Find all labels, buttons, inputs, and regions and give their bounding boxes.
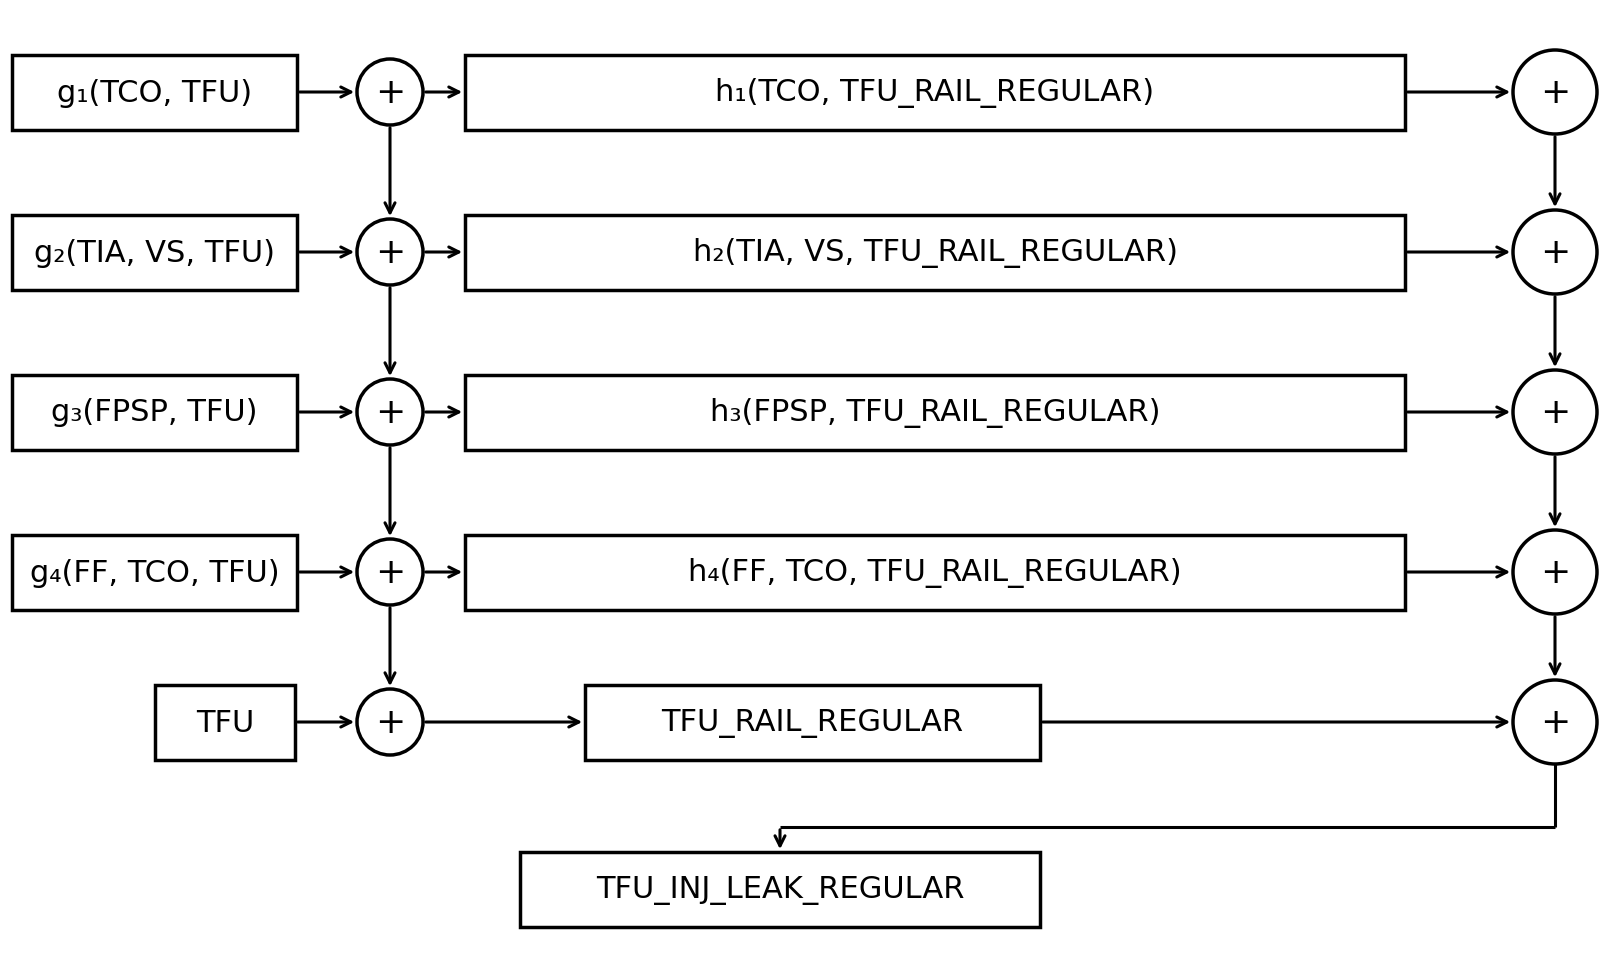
Text: +: + xyxy=(375,705,405,740)
Bar xyxy=(11,215,298,290)
Bar xyxy=(465,375,1405,450)
Text: h₁(TCO, TFU_RAIL_REGULAR): h₁(TCO, TFU_RAIL_REGULAR) xyxy=(716,78,1155,107)
Bar xyxy=(465,215,1405,290)
Bar xyxy=(465,56,1405,130)
Text: +: + xyxy=(1540,705,1570,740)
Bar xyxy=(11,535,298,610)
Ellipse shape xyxy=(357,539,423,606)
Ellipse shape xyxy=(1512,370,1598,454)
Text: +: + xyxy=(1540,396,1570,430)
Text: TFU: TFU xyxy=(196,707,254,737)
Bar xyxy=(11,375,298,450)
Text: g₃(FPSP, TFU): g₃(FPSP, TFU) xyxy=(51,398,257,427)
Text: g₁(TCO, TFU): g₁(TCO, TFU) xyxy=(56,78,253,107)
Text: +: + xyxy=(375,235,405,270)
Text: g₂(TIA, VS, TFU): g₂(TIA, VS, TFU) xyxy=(34,238,275,268)
Ellipse shape xyxy=(357,60,423,126)
Ellipse shape xyxy=(357,380,423,446)
Ellipse shape xyxy=(357,690,423,755)
Text: h₂(TIA, VS, TFU_RAIL_REGULAR): h₂(TIA, VS, TFU_RAIL_REGULAR) xyxy=(692,237,1178,268)
Text: h₄(FF, TCO, TFU_RAIL_REGULAR): h₄(FF, TCO, TFU_RAIL_REGULAR) xyxy=(689,558,1183,587)
Bar xyxy=(520,852,1039,927)
Text: +: + xyxy=(375,556,405,589)
Bar xyxy=(586,685,1039,760)
Ellipse shape xyxy=(1512,51,1598,135)
Bar xyxy=(465,535,1405,610)
Ellipse shape xyxy=(1512,531,1598,615)
Ellipse shape xyxy=(1512,211,1598,295)
Bar xyxy=(154,685,294,760)
Text: g₄(FF, TCO, TFU): g₄(FF, TCO, TFU) xyxy=(29,558,280,587)
Text: +: + xyxy=(1540,556,1570,589)
Text: +: + xyxy=(1540,235,1570,270)
Ellipse shape xyxy=(1512,680,1598,764)
Text: TFU_RAIL_REGULAR: TFU_RAIL_REGULAR xyxy=(661,707,964,737)
Text: h₃(FPSP, TFU_RAIL_REGULAR): h₃(FPSP, TFU_RAIL_REGULAR) xyxy=(710,398,1160,428)
Ellipse shape xyxy=(357,220,423,285)
Text: +: + xyxy=(375,76,405,109)
Text: +: + xyxy=(375,396,405,430)
Text: +: + xyxy=(1540,76,1570,109)
Text: TFU_INJ_LEAK_REGULAR: TFU_INJ_LEAK_REGULAR xyxy=(595,875,964,904)
Bar xyxy=(11,56,298,130)
